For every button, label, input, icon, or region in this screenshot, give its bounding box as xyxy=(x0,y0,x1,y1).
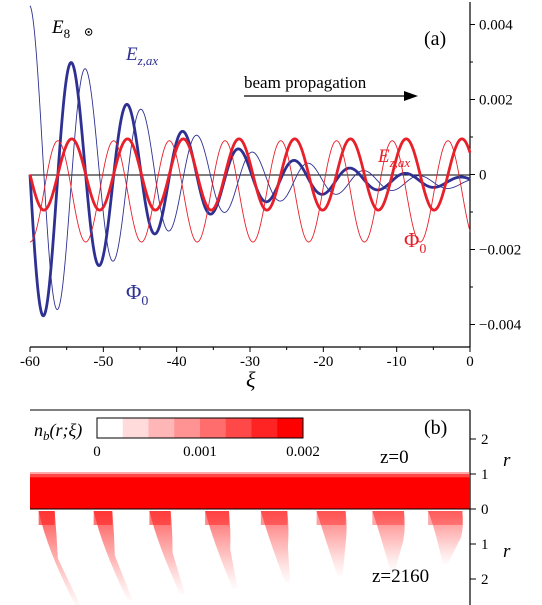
e8-label: E8 xyxy=(51,17,70,41)
x-tick-label: -50 xyxy=(93,354,113,370)
x-tick-label: -40 xyxy=(167,354,187,370)
x-ticks: -60 -50 -40 -30 -20 -10 0 xyxy=(20,347,474,370)
lower-r-tick-label: 2 xyxy=(481,572,489,588)
colorbar-tick-label: 0 xyxy=(93,444,101,460)
upper-r-tick-label: 1 xyxy=(481,467,489,483)
colorbar-swatches xyxy=(97,418,304,438)
bunch-head-0 xyxy=(38,511,55,525)
bunch-0 xyxy=(38,511,81,605)
colorbar-swatch xyxy=(225,418,252,438)
series-line-2-e8202a-thin xyxy=(29,140,471,243)
beam-propagation-arrowhead xyxy=(404,91,418,101)
colorbar-frame xyxy=(96,417,304,439)
e8-marker xyxy=(84,28,93,36)
x-tick-label: -20 xyxy=(313,354,333,370)
upper-beam xyxy=(30,472,470,509)
bunch-5 xyxy=(316,511,347,576)
colorbar-tick-label: 0.001 xyxy=(183,444,217,460)
upper-r-axis-label: r xyxy=(503,450,511,471)
colorbar-swatch xyxy=(97,418,124,438)
lower-r-axis-label: r xyxy=(503,541,511,562)
colorbar-swatch xyxy=(122,418,149,438)
bunch-6 xyxy=(372,511,405,570)
colorbar-tick-label: 0.002 xyxy=(286,444,320,460)
x-tick-label: 0 xyxy=(466,354,474,370)
y-tick-label: 0.002 xyxy=(479,93,513,109)
series-line-3-e8202a-thick xyxy=(28,137,472,212)
legend-red-phi: Φ0 xyxy=(404,228,426,257)
bunch-head-5 xyxy=(316,511,346,525)
r-ticks: 2 1 0 1 2 xyxy=(470,432,489,588)
lower-panel-label: z=2160 xyxy=(372,566,429,587)
bunch-head-1 xyxy=(93,511,113,525)
x-tick-label: -10 xyxy=(387,354,407,370)
upper-beam-edge xyxy=(30,474,470,478)
x-axis-label: ξ xyxy=(246,367,256,392)
legend-blue-ez: Ez,ax xyxy=(125,44,158,68)
panel-b-label: (b) xyxy=(424,417,447,439)
colorbar: nb(r;ξ) 0 0.001 0.002 xyxy=(34,417,320,460)
bunch-3 xyxy=(205,511,238,588)
x-tick-label: -30 xyxy=(240,354,260,370)
panel-a-line-chart: -60 -50 -40 -30 -20 -10 0 0.004 0.002 0 −0.002 −0.… xyxy=(20,2,522,392)
panel-a-label: (a) xyxy=(424,28,446,50)
colorbar-swatch xyxy=(174,418,201,438)
upper-r-tick-label: 2 xyxy=(481,432,489,448)
y-ticks: 0.004 0.002 0 −0.002 −0.004 xyxy=(470,18,522,334)
bunch-head-7 xyxy=(428,511,463,525)
series-line-0-2e3192-thin xyxy=(29,5,471,310)
series-line-1-2e3192-thick xyxy=(28,61,471,318)
bunch-1 xyxy=(93,511,133,600)
bunch-head-4 xyxy=(260,511,288,525)
upper-r-tick-label: 0 xyxy=(481,502,489,518)
legend-blue-phi: Φ0 xyxy=(126,280,148,309)
lower-bunches xyxy=(38,511,464,605)
annotation-beam-propagation: beam propagation xyxy=(244,73,367,92)
y-tick-label: −0.004 xyxy=(479,318,522,334)
lower-r-tick-label: 1 xyxy=(481,537,489,553)
colorbar-swatch xyxy=(200,418,227,438)
colorbar-label: nb(r;ξ) xyxy=(34,420,82,443)
bunch-head-3 xyxy=(205,511,229,525)
series-lines xyxy=(28,5,472,318)
colorbar-swatch xyxy=(251,418,278,438)
colorbar-ticks: 0 0.001 0.002 xyxy=(93,444,320,460)
y-tick-label: 0 xyxy=(479,168,487,184)
upper-beam-core xyxy=(30,477,470,509)
colorbar-swatch xyxy=(148,418,175,438)
colorbar-swatch xyxy=(277,418,304,438)
legend-red-ez: Ez,ax xyxy=(377,146,410,170)
y-tick-label: 0.004 xyxy=(479,18,513,34)
bunch-head-2 xyxy=(149,511,171,525)
bunch-4 xyxy=(260,511,291,582)
upper-panel-label: z=0 xyxy=(380,447,409,468)
bunch-2 xyxy=(149,511,185,594)
bunch-head-6 xyxy=(372,511,404,525)
y-tick-label: −0.002 xyxy=(479,243,521,259)
x-tick-label: -60 xyxy=(20,354,40,370)
bunch-7 xyxy=(428,511,464,564)
e8-marker-dot xyxy=(87,30,90,34)
